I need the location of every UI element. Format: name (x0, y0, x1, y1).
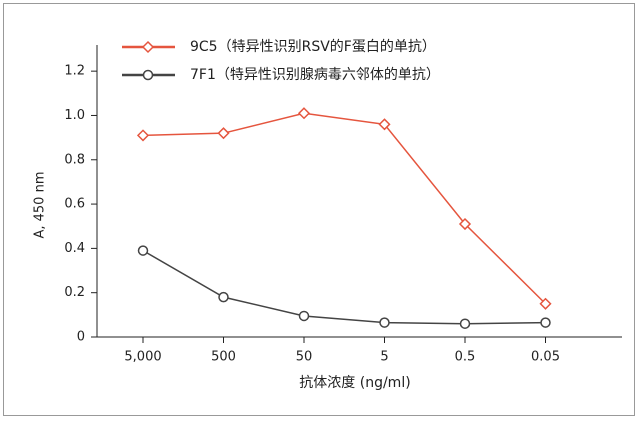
x-tick-label: 0.05 (531, 350, 560, 365)
y-tick-label: 1.0 (64, 108, 85, 123)
marker (297, 107, 311, 120)
marker (136, 129, 150, 142)
x-tick-label: 500 (211, 350, 236, 365)
marker (217, 127, 230, 140)
y-tick-label: 0.2 (64, 285, 85, 300)
y-axis-label: A, 450 nm (33, 171, 48, 238)
y-tick-label: 0.8 (64, 152, 85, 167)
marker (142, 69, 154, 81)
marker (539, 297, 552, 310)
y-tick-label: 0.4 (64, 241, 85, 256)
frame (3, 3, 635, 416)
marker (218, 291, 229, 303)
marker (137, 245, 149, 256)
x-tick-label: 5 (380, 350, 388, 365)
marker (298, 310, 310, 322)
marker (458, 217, 472, 231)
y-tick-label: 1.2 (64, 64, 85, 79)
marker (378, 118, 391, 131)
marker (459, 318, 471, 329)
x-tick-label: 50 (296, 350, 313, 365)
legend-label: 9C5（特异性识别RSV的F蛋白的单抗） (190, 39, 436, 55)
x-tick-label: 0.5 (455, 350, 476, 365)
marker (379, 317, 390, 328)
y-tick-label: 0.6 (64, 197, 85, 212)
legend-label: 7F1（特异性识别腺病毒六邻体的单抗） (190, 67, 440, 83)
marker (141, 40, 155, 54)
x-tick-label: 5,000 (124, 350, 161, 365)
y-tick-label: 0 (77, 330, 85, 345)
marker (540, 317, 551, 328)
series-line (142, 249, 546, 325)
x-axis-label: 抗体浓度 (ng/ml) (299, 375, 410, 391)
series-line (142, 112, 547, 305)
